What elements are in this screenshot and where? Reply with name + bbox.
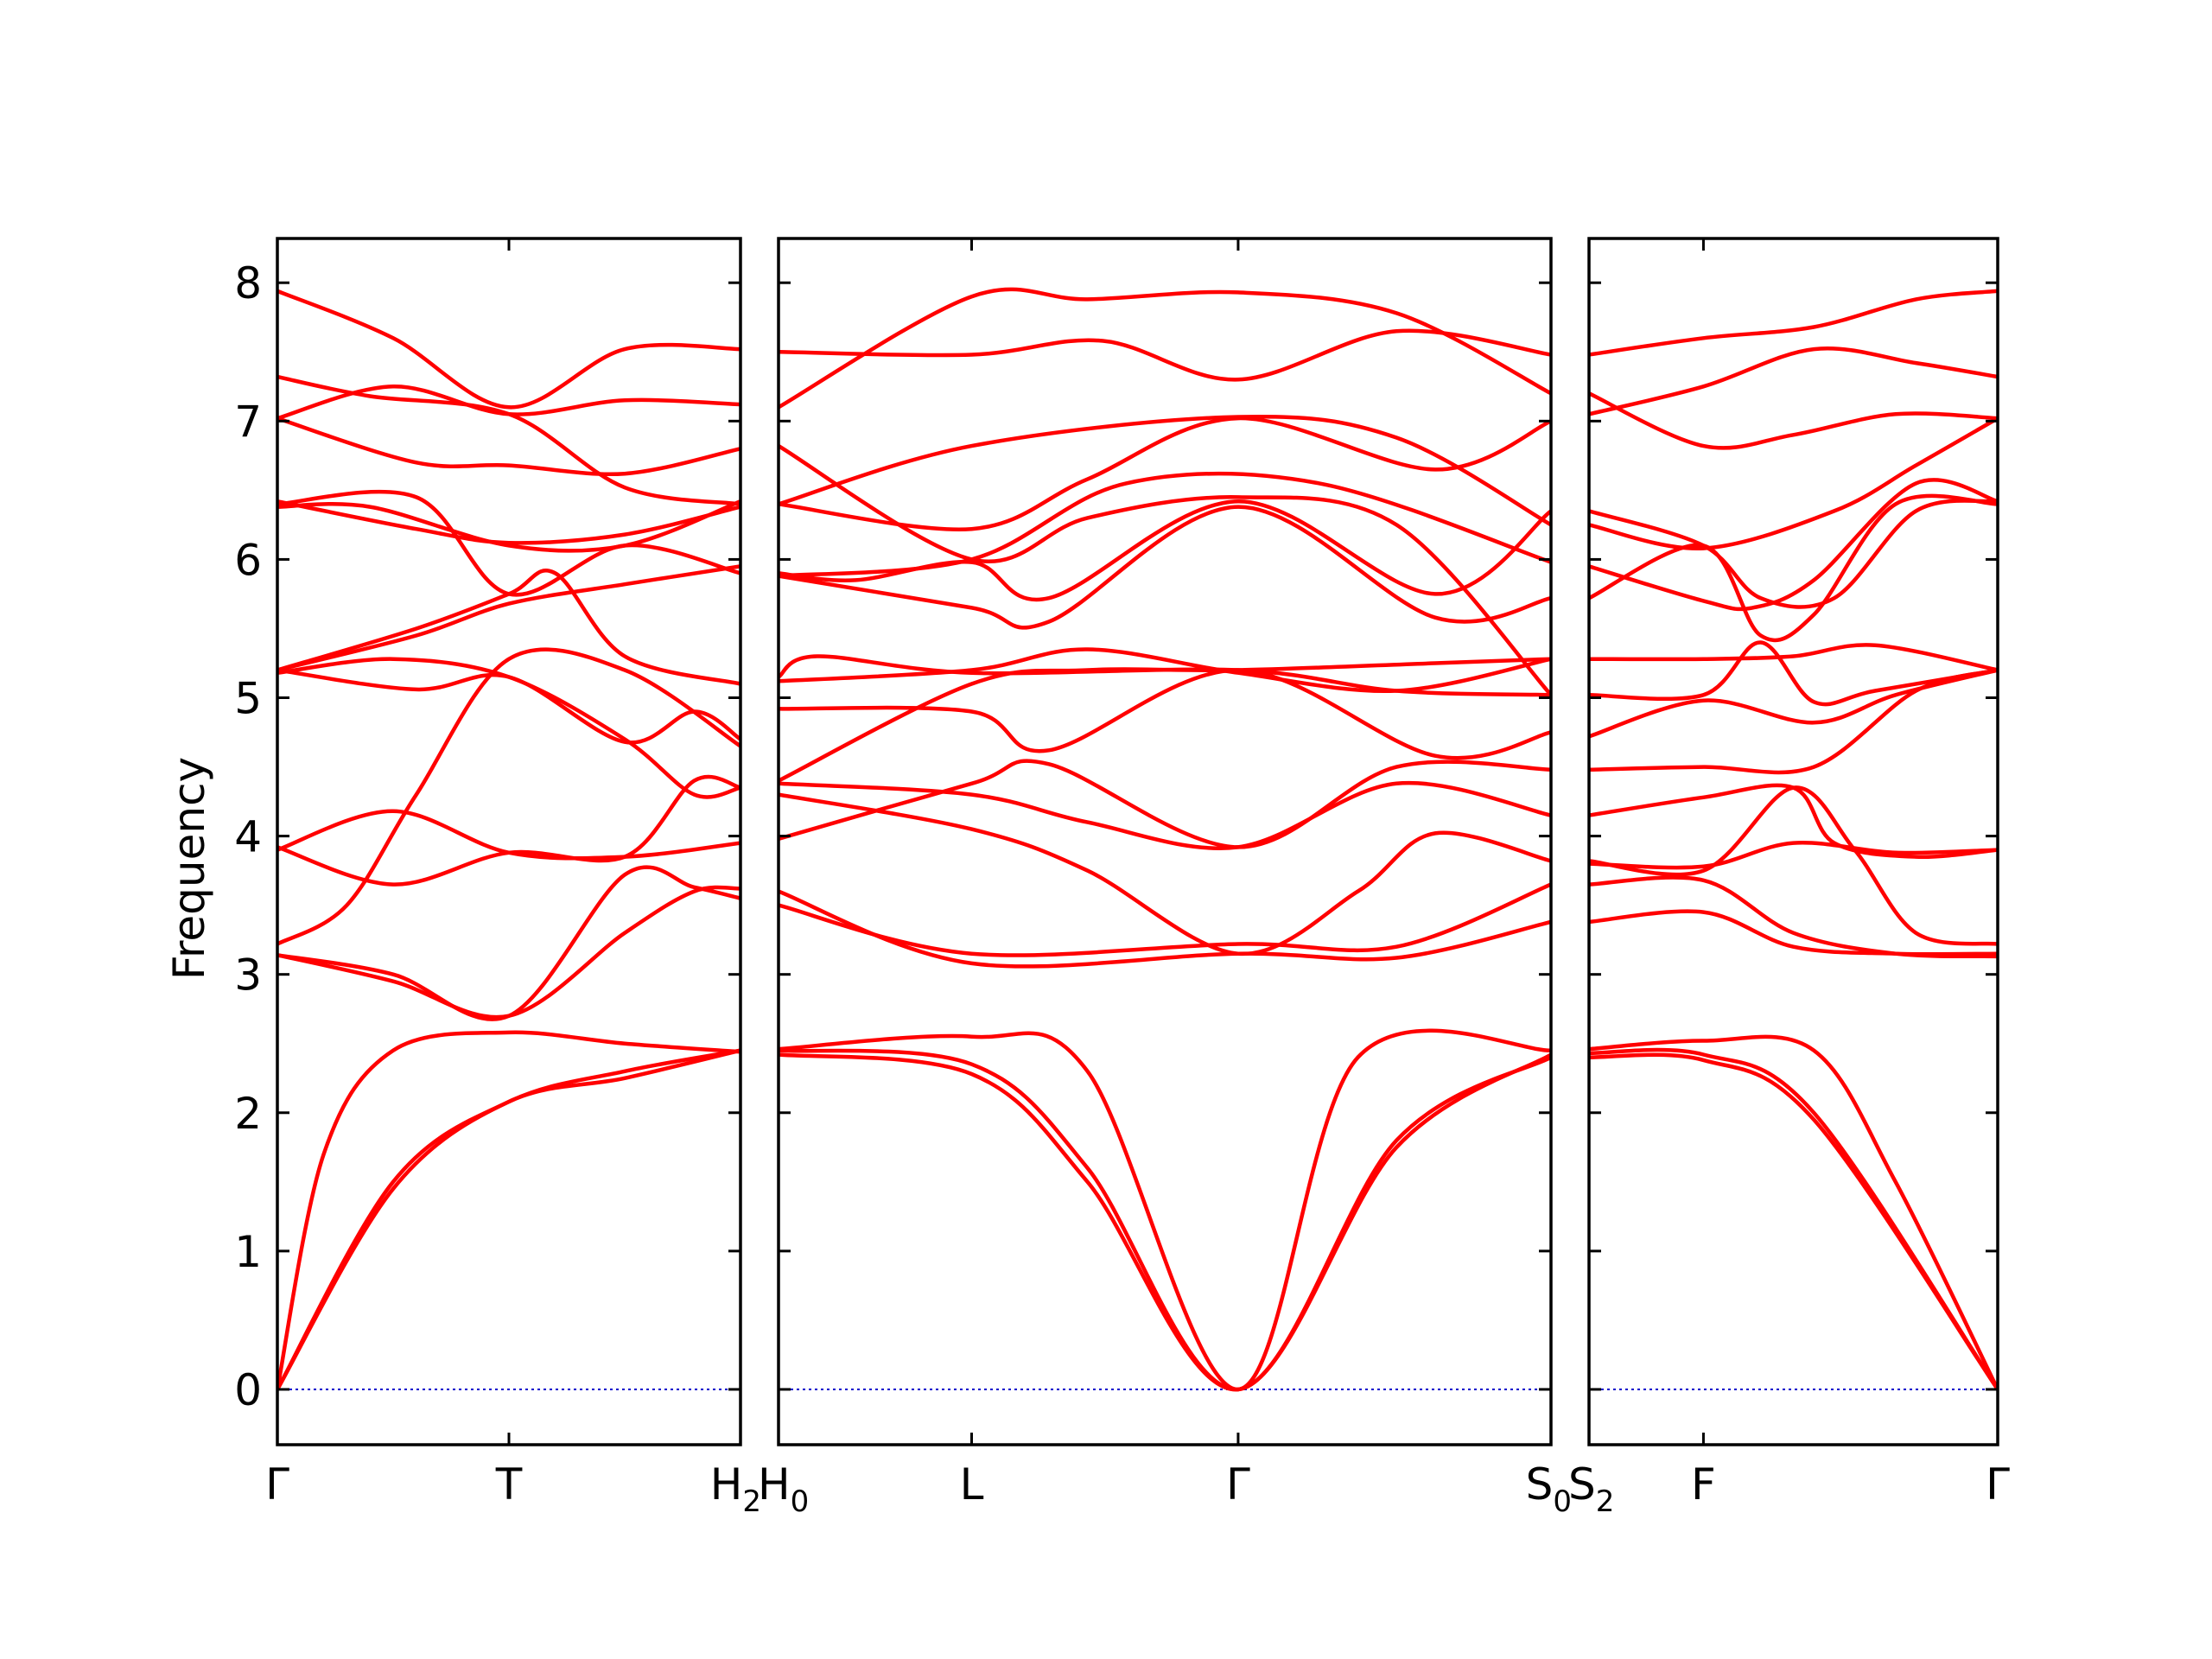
band-line [277, 289, 741, 410]
y-axis-title: Frequency [164, 757, 214, 980]
y-tick-label: 3 [234, 950, 262, 1001]
y-tick-label: 1 [234, 1227, 262, 1277]
band-line [277, 885, 741, 1020]
band-group [1589, 289, 1998, 1392]
panel-frame [1587, 237, 1999, 1446]
band-line [277, 647, 741, 946]
x-tick-label: H0 [758, 1459, 809, 1519]
band-line [1589, 1052, 1998, 1392]
band-line [779, 287, 1551, 410]
band-line [277, 1030, 741, 1392]
x-tick-label: Γ [1986, 1459, 2010, 1510]
panel-3: S2 F Γ [1568, 237, 2010, 1519]
band-line [277, 416, 741, 476]
band-line [277, 564, 741, 672]
y-tick-label: 6 [234, 535, 262, 585]
band-line [1589, 640, 1998, 707]
band-line [1589, 785, 1998, 946]
band-line [779, 505, 1551, 630]
band-line [277, 569, 741, 686]
band-line [779, 780, 1551, 850]
panel-2: H0 L Γ S0 [758, 237, 1572, 1519]
band-line [779, 882, 1551, 957]
x-tick-label: Γ [265, 1459, 289, 1510]
x-tick-label: F [1691, 1459, 1716, 1510]
band-line [277, 385, 741, 421]
band-line [1589, 289, 1998, 357]
band-line [1589, 1047, 1998, 1392]
band-line [277, 499, 741, 553]
band-line [277, 1048, 741, 1392]
x-tick-label: H2 [710, 1459, 761, 1519]
x-tick-label: S0 [1526, 1459, 1572, 1519]
band-line [277, 489, 741, 597]
x-tick-label: S2 [1568, 1459, 1614, 1519]
band-line [779, 668, 1551, 760]
band-line [1589, 643, 1998, 672]
band-line [277, 657, 741, 799]
band-line [1589, 875, 1998, 959]
band-line [1589, 346, 1998, 416]
panel-1: Γ T H2 0 1 2 3 4 5 6 7 8 [234, 237, 761, 1519]
x-tick-label: L [960, 1459, 984, 1510]
y-tick-label: 8 [234, 258, 262, 308]
y-tick-label: 4 [234, 812, 262, 862]
band-line [1589, 1034, 1998, 1392]
y-tick-label: 0 [234, 1365, 262, 1415]
band-line [277, 499, 741, 545]
band-line [779, 889, 1551, 969]
y-tick-label: 2 [234, 1089, 262, 1139]
band-line [1589, 416, 1998, 550]
band-line [277, 668, 741, 745]
band-line [779, 443, 1551, 697]
band-line [779, 499, 1551, 602]
band-line [779, 1028, 1551, 1392]
band-group [779, 287, 1551, 1392]
band-line [1589, 840, 1998, 870]
band-line [277, 865, 741, 1021]
band-line [779, 647, 1551, 694]
x-tick-label: Γ [1226, 1459, 1250, 1510]
y-tick-label: 7 [234, 397, 262, 447]
band-line [1589, 391, 1998, 450]
band-line [779, 1052, 1551, 1392]
band-line [779, 328, 1551, 382]
band-group [277, 289, 741, 1392]
band-line [277, 774, 741, 887]
band-line [1589, 668, 1998, 739]
band-line [779, 416, 1551, 531]
band-line [1589, 478, 1998, 612]
x-tick-label: T [495, 1459, 523, 1510]
band-line [1589, 493, 1998, 643]
panel-frame [777, 237, 1553, 1446]
band-line [1589, 783, 1998, 859]
y-tick-label: 5 [234, 674, 262, 724]
band-line [779, 414, 1551, 527]
band-line [779, 1048, 1551, 1392]
band-line [779, 471, 1551, 578]
band-line [779, 792, 1551, 956]
band-line [779, 654, 1551, 697]
band-line [1589, 499, 1998, 609]
